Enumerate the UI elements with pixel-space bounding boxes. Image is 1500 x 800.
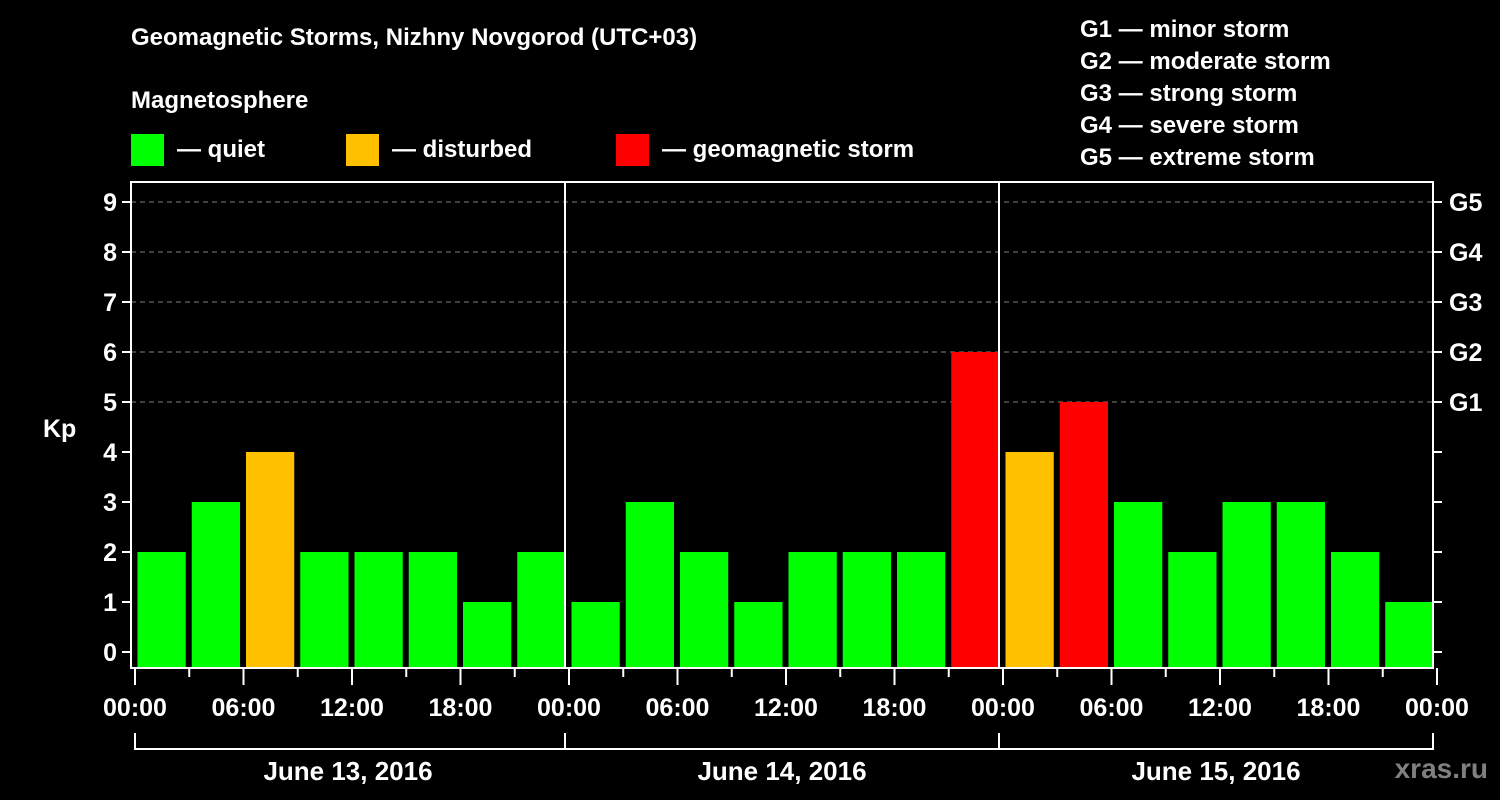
kp-bar [842, 552, 891, 668]
date-label: June 15, 2016 [1131, 756, 1300, 786]
watermark: xras.ru [1394, 753, 1488, 784]
y-axis-label: Kp [43, 415, 76, 443]
y-tick-label: 9 [103, 189, 117, 217]
kp-bar [354, 552, 403, 668]
kp-bar [1168, 552, 1217, 668]
gridlines [131, 201, 1433, 403]
x-tick-label: 12:00 [1188, 694, 1252, 722]
g-scale-legend: G1 — minor storm G2 — moderate storm G3 … [1080, 14, 1331, 174]
g-level-label: G1 [1449, 389, 1482, 417]
disturbed-swatch [346, 134, 379, 166]
y-tick-label: 1 [103, 589, 117, 617]
legend-disturbed-label: — disturbed [392, 136, 533, 163]
kp-bar [788, 552, 837, 668]
storm-swatch [616, 134, 649, 166]
x-tick-label: 00:00 [103, 694, 167, 722]
kp-bar [1222, 502, 1271, 668]
kp-bar [191, 502, 240, 668]
kp-bar [1114, 502, 1163, 668]
kp-bar [137, 552, 186, 668]
date-label: June 13, 2016 [263, 756, 432, 786]
kp-bar [1385, 602, 1434, 668]
legend-quiet-label: — quiet [177, 136, 265, 163]
kp-bar [1005, 452, 1054, 668]
y-tick-label: 8 [103, 239, 117, 267]
y-tick-label: 6 [103, 339, 117, 367]
g-scale-item: G5 — extreme storm [1080, 144, 1315, 171]
g-scale-item: G2 — moderate storm [1080, 48, 1331, 75]
legend-disturbed: — disturbed [346, 134, 532, 166]
kp-bar [246, 452, 295, 668]
kp-bar [408, 552, 457, 668]
kp-bar [463, 602, 512, 668]
g-scale-item: G3 — strong storm [1080, 80, 1298, 107]
kp-bar [734, 602, 783, 668]
date-bracket [134, 733, 1434, 750]
quiet-swatch [131, 134, 164, 166]
kp-bar [680, 552, 729, 668]
kp-bar [517, 552, 566, 668]
x-tick-label: 12:00 [320, 694, 384, 722]
kp-bar [951, 352, 1000, 668]
kp-bar [571, 602, 620, 668]
legend-storm: — geomagnetic storm [616, 134, 914, 166]
y-tick-label: 3 [103, 489, 117, 517]
x-tick-label: 00:00 [537, 694, 601, 722]
x-tick-label: 00:00 [971, 694, 1035, 722]
g-level-label: G5 [1449, 189, 1482, 217]
date-label: June 14, 2016 [697, 756, 866, 786]
kp-bar [897, 552, 946, 668]
x-tick-label: 18:00 [429, 694, 493, 722]
y-tick-label: 4 [103, 439, 117, 467]
g-level-label: G4 [1449, 239, 1482, 267]
chart-title: Geomagnetic Storms, Nizhny Novgorod (UTC… [131, 24, 698, 51]
x-tick-label: 00:00 [1405, 694, 1469, 722]
g-scale-item: G1 — minor storm [1080, 16, 1290, 43]
y-tick-label: 5 [103, 389, 117, 417]
kp-bar [300, 552, 349, 668]
x-tick-label: 06:00 [1080, 694, 1144, 722]
kp-bar [625, 502, 674, 668]
kp-bar [1059, 402, 1108, 668]
x-tick-label: 06:00 [646, 694, 710, 722]
x-tick-label: 06:00 [212, 694, 276, 722]
legend-storm-label: — geomagnetic storm [662, 136, 915, 163]
kp-bar [1276, 502, 1325, 668]
plot-frame [130, 181, 1434, 669]
g-level-label: G2 [1449, 339, 1482, 367]
kp-bar [1331, 552, 1380, 668]
axis-labels: 0 1 2 3 4 5 6 7 8 9 G1 G2 G3 G4 G5 Kp 00:00 06:00 12:00 18:… [43, 189, 1482, 786]
x-tick-label: 12:00 [754, 694, 818, 722]
y-tick-label: 2 [103, 539, 117, 567]
y-tick-label: 7 [103, 289, 117, 317]
legend-quiet: — quiet [131, 134, 265, 166]
x-tick-label: 18:00 [863, 694, 927, 722]
g-level-label: G3 [1449, 289, 1482, 317]
kp-bars [137, 352, 1434, 668]
legend-title: Magnetosphere [131, 87, 309, 114]
y-tick-label: 0 [103, 639, 117, 667]
axes [122, 181, 1442, 750]
x-tick-label: 18:00 [1297, 694, 1361, 722]
g-scale-item: G4 — severe storm [1080, 112, 1299, 139]
